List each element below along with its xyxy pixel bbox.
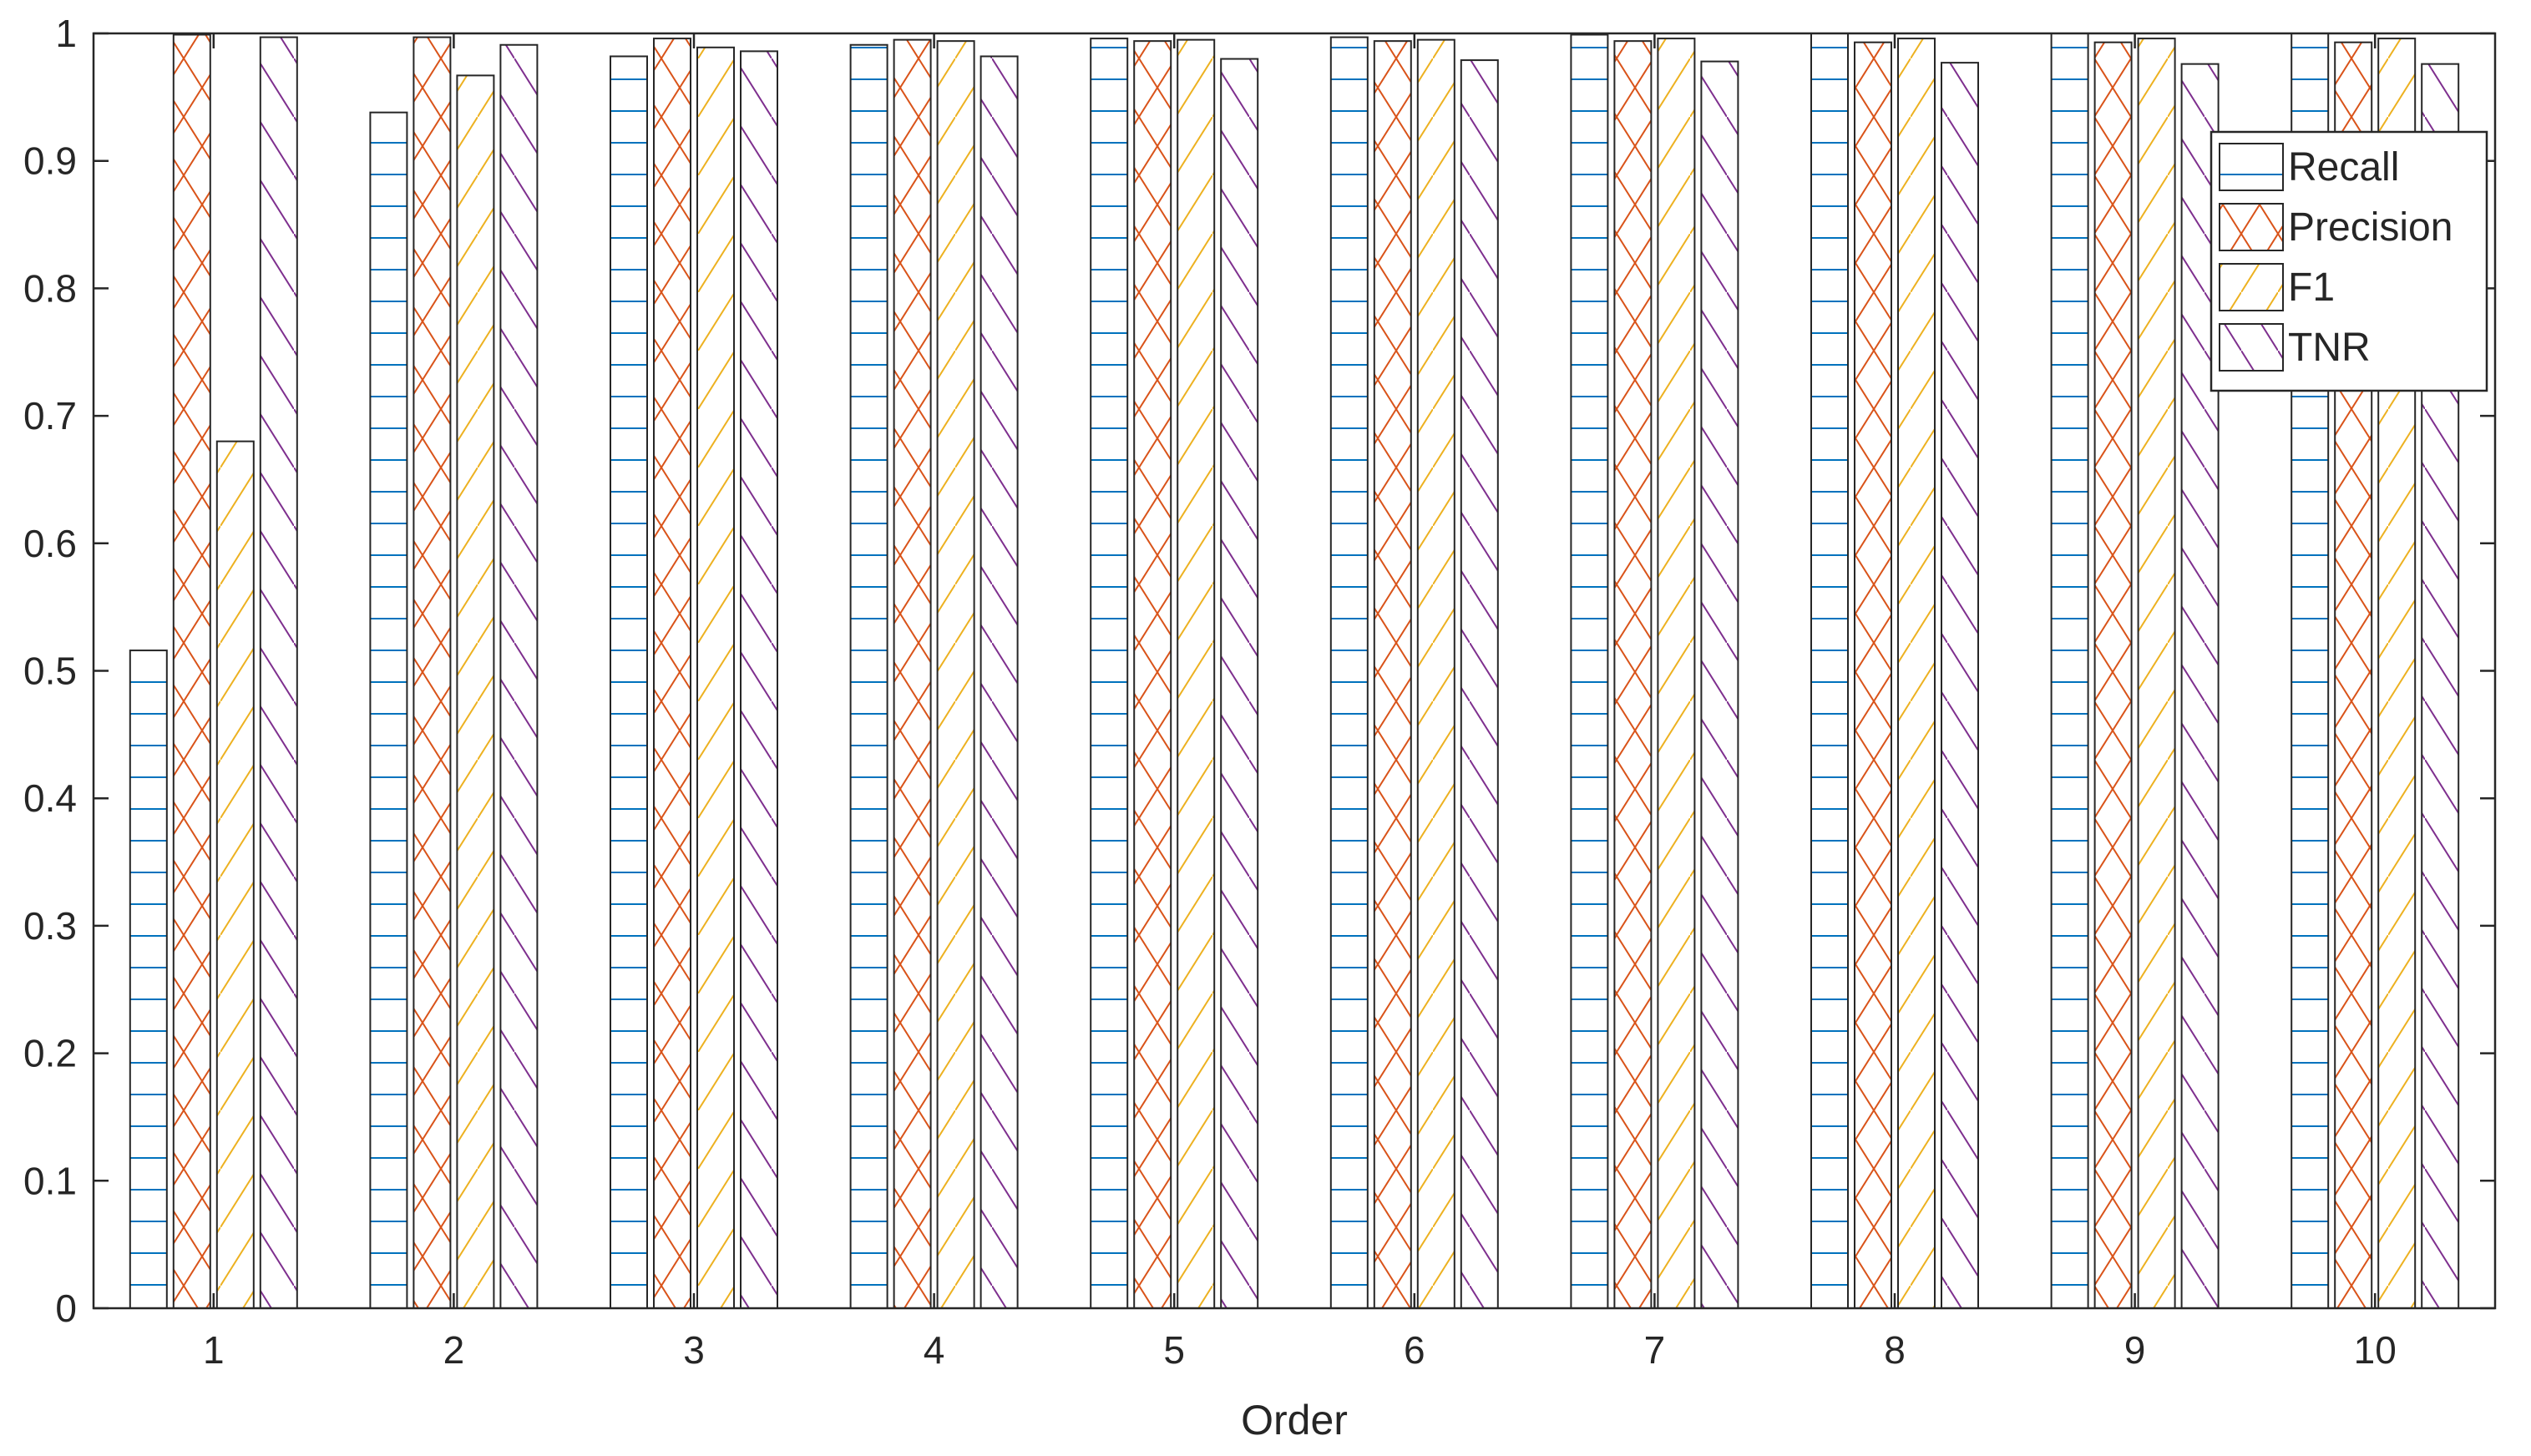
bar-tnr-7 xyxy=(1700,60,1739,1310)
legend-swatch xyxy=(2219,203,2284,251)
bar-precision-9 xyxy=(2093,41,2133,1310)
bar-tnr-1 xyxy=(259,36,298,1309)
bar-f1-6 xyxy=(1416,38,1455,1309)
y-tick-label: 0.9 xyxy=(23,139,77,183)
legend-label: TNR xyxy=(2288,326,2371,370)
bar-recall-3 xyxy=(610,55,648,1310)
bar-f1-9 xyxy=(2137,38,2176,1309)
y-axis: 0 0.1 0.2 0.3 0.4 0.5 0.6 0.7 0.8 0.9 1 xyxy=(23,12,2495,1330)
bar-precision-7 xyxy=(1613,40,1653,1310)
y-tick-label: 0.3 xyxy=(23,904,77,948)
bars-layer xyxy=(129,33,2460,1310)
bar-group-3 xyxy=(610,38,778,1310)
bar-precision-4 xyxy=(893,38,932,1309)
bar-group-8 xyxy=(1810,33,1979,1310)
bar-f1-8 xyxy=(1897,38,1936,1309)
bar-group-1 xyxy=(129,33,298,1310)
legend-label: F1 xyxy=(2288,265,2335,310)
y-tick-label: 0.5 xyxy=(23,650,77,693)
legend-swatch xyxy=(2219,323,2284,372)
bar-precision-8 xyxy=(1854,41,1892,1310)
bar-precision-5 xyxy=(1133,40,1172,1310)
bar-tnr-6 xyxy=(1460,59,1499,1309)
bar-precision-2 xyxy=(413,36,452,1309)
y-tick-label: 0.6 xyxy=(23,522,77,565)
legend-item-recall[interactable]: Recall xyxy=(2219,143,2399,191)
bar-f1-5 xyxy=(1177,38,1216,1309)
bar-precision-1 xyxy=(172,33,211,1310)
legend-swatch xyxy=(2219,143,2284,191)
bar-tnr-2 xyxy=(499,43,539,1309)
bar-recall-1 xyxy=(129,650,168,1309)
y-tick-label: 0.4 xyxy=(23,776,77,820)
bar-recall-7 xyxy=(1570,33,1609,1310)
x-tick-label: 6 xyxy=(1404,1328,1425,1372)
bar-recall-5 xyxy=(1090,38,1129,1309)
legend-item-f1[interactable]: F1 xyxy=(2219,263,2335,311)
bar-tnr-8 xyxy=(1941,62,1979,1310)
legend-swatch xyxy=(2219,263,2284,311)
bar-precision-6 xyxy=(1373,40,1412,1310)
bar-recall-8 xyxy=(1810,33,1849,1309)
x-tick-label: 4 xyxy=(924,1328,945,1372)
legend-label: Recall xyxy=(2288,145,2399,190)
y-tick-label: 0 xyxy=(55,1287,77,1330)
legend-item-precision[interactable]: Precision xyxy=(2219,203,2453,251)
plot-frame xyxy=(92,32,2497,1310)
bar-f1-2 xyxy=(456,74,495,1310)
y-tick-label: 0.8 xyxy=(23,266,77,310)
x-tick-label: 1 xyxy=(203,1328,225,1372)
bar-recall-6 xyxy=(1329,36,1369,1309)
x-tick-label: 7 xyxy=(1644,1328,1666,1372)
y-tick-label: 1 xyxy=(55,12,77,55)
bar-tnr-3 xyxy=(740,50,778,1309)
bar-group-2 xyxy=(369,36,539,1310)
bar-tnr-4 xyxy=(979,55,1019,1310)
legend-label: Precision xyxy=(2288,205,2453,250)
bar-f1-7 xyxy=(1657,38,1696,1309)
legend-item-tnr[interactable]: TNR xyxy=(2219,323,2371,372)
y-tick-label: 0.2 xyxy=(23,1032,77,1075)
bar-recall-9 xyxy=(2050,33,2089,1309)
bar-group-9 xyxy=(2050,33,2220,1310)
x-axis-label: Order xyxy=(1241,1397,1348,1443)
bar-group-4 xyxy=(849,38,1019,1310)
bar-precision-3 xyxy=(653,38,691,1309)
y-tick-label: 0.7 xyxy=(23,394,77,437)
x-axis: 1 2 3 4 5 6 7 8 9 10 xyxy=(203,33,2397,1372)
bar-tnr-5 xyxy=(1220,58,1259,1309)
x-tick-label: 10 xyxy=(2354,1328,2397,1372)
x-tick-label: 9 xyxy=(2124,1328,2146,1372)
bar-group-5 xyxy=(1090,38,1259,1310)
x-tick-label: 5 xyxy=(1163,1328,1185,1372)
legend[interactable]: Recall Precision F1 TNR xyxy=(2210,130,2488,392)
x-tick-label: 8 xyxy=(1884,1328,1906,1372)
bar-group-6 xyxy=(1329,36,1499,1310)
x-tick-label: 3 xyxy=(683,1328,705,1372)
bar-f1-3 xyxy=(696,46,735,1310)
bar-recall-4 xyxy=(849,43,888,1309)
bar-recall-2 xyxy=(369,111,408,1310)
bar-group-7 xyxy=(1570,33,1739,1310)
bar-f1-4 xyxy=(936,40,975,1310)
x-tick-label: 2 xyxy=(443,1328,465,1372)
y-tick-label: 0.1 xyxy=(23,1159,77,1202)
axes-layer xyxy=(92,32,2497,1310)
bar-f1-1 xyxy=(215,440,255,1309)
